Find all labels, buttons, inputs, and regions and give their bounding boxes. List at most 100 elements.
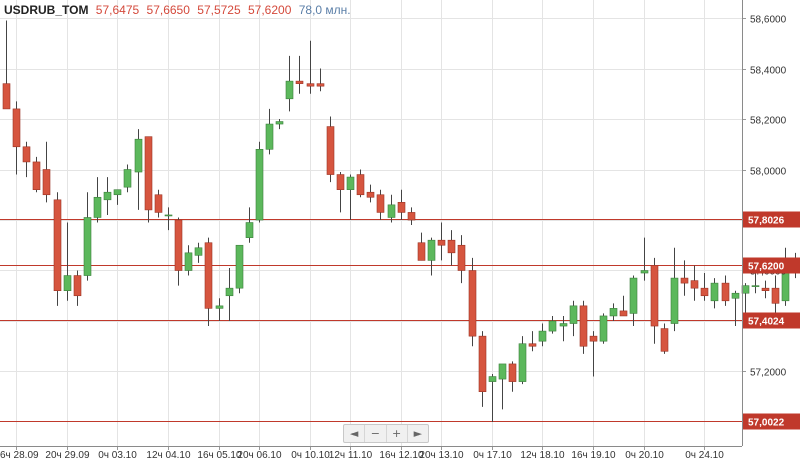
candle[interactable] xyxy=(63,222,72,301)
candle-body-up xyxy=(640,270,649,274)
candle[interactable] xyxy=(609,303,618,321)
candle[interactable] xyxy=(447,230,456,266)
y-tick-label: 58,6000 xyxy=(750,15,787,26)
candle[interactable] xyxy=(721,275,730,306)
candle[interactable] xyxy=(650,257,659,344)
candle[interactable] xyxy=(144,136,153,223)
candle[interactable] xyxy=(407,207,416,226)
candle[interactable] xyxy=(640,237,649,281)
candle[interactable] xyxy=(154,189,163,218)
candle-body-up xyxy=(164,214,173,217)
candle[interactable] xyxy=(32,156,41,193)
quote-header: USDRUB_TOM 57,6475 57,6650 57,5725 57,62… xyxy=(4,3,351,17)
candle[interactable] xyxy=(488,374,497,422)
candle[interactable] xyxy=(690,265,699,301)
candle[interactable] xyxy=(508,361,517,392)
candle-body-down xyxy=(478,335,487,392)
candle[interactable] xyxy=(235,244,244,294)
candle[interactable] xyxy=(2,20,11,110)
candle[interactable] xyxy=(356,169,365,198)
candle-body-down xyxy=(417,242,426,261)
candle[interactable] xyxy=(437,222,446,261)
candle[interactable] xyxy=(387,194,396,223)
candle[interactable] xyxy=(761,280,770,299)
candle[interactable] xyxy=(285,55,294,112)
candle[interactable] xyxy=(275,119,284,130)
candle[interactable] xyxy=(559,315,568,342)
candle[interactable] xyxy=(498,363,507,410)
candle-body-down xyxy=(700,287,709,297)
candle[interactable] xyxy=(670,247,679,332)
candle[interactable] xyxy=(468,257,477,347)
candle[interactable] xyxy=(366,184,375,203)
candle[interactable] xyxy=(245,207,254,243)
candle[interactable] xyxy=(346,174,355,220)
candle[interactable] xyxy=(295,55,304,94)
scroll-left-button[interactable]: ◄ xyxy=(344,425,366,442)
candle-body-up xyxy=(103,191,112,201)
candle[interactable] xyxy=(316,68,325,92)
candle[interactable] xyxy=(255,141,264,223)
candle[interactable] xyxy=(599,313,608,344)
candle[interactable] xyxy=(569,300,578,337)
candle[interactable] xyxy=(73,270,82,306)
candle[interactable] xyxy=(194,242,203,263)
y-tick-label: 58,4000 xyxy=(750,66,787,77)
candle[interactable] xyxy=(174,217,183,286)
candle[interactable] xyxy=(164,207,173,231)
candle[interactable] xyxy=(123,164,132,193)
candle[interactable] xyxy=(83,192,92,281)
candle[interactable] xyxy=(134,129,143,210)
candle[interactable] xyxy=(306,40,315,94)
candle[interactable] xyxy=(538,323,547,347)
candle[interactable] xyxy=(204,237,213,327)
candle[interactable] xyxy=(629,275,638,327)
candle[interactable] xyxy=(42,141,51,203)
zoom-in-button[interactable]: + xyxy=(387,425,408,442)
candle[interactable] xyxy=(397,189,406,220)
zoom-out-button[interactable]: − xyxy=(365,425,387,442)
candle[interactable] xyxy=(225,267,234,321)
candle[interactable] xyxy=(518,336,527,385)
candle[interactable] xyxy=(427,237,436,276)
candle[interactable] xyxy=(376,189,385,220)
candle[interactable] xyxy=(660,323,669,354)
candle[interactable] xyxy=(478,331,487,407)
volume-value: 78,0 млн. xyxy=(298,3,351,17)
candle-body-up xyxy=(235,244,244,289)
candle[interactable] xyxy=(417,232,426,261)
candle[interactable] xyxy=(619,295,628,317)
candle[interactable] xyxy=(53,192,62,306)
candle[interactable] xyxy=(22,141,31,178)
scroll-right-button[interactable]: ► xyxy=(413,427,423,440)
candle[interactable] xyxy=(579,300,588,354)
candle[interactable] xyxy=(731,290,740,327)
candle[interactable] xyxy=(457,235,466,284)
candle[interactable] xyxy=(710,278,719,309)
candle-body-down xyxy=(437,239,446,246)
candle[interactable] xyxy=(751,273,760,294)
candle[interactable] xyxy=(103,177,112,215)
candle[interactable] xyxy=(336,172,345,213)
candle[interactable] xyxy=(12,101,21,175)
candle[interactable] xyxy=(589,331,598,377)
candle[interactable] xyxy=(93,177,102,223)
candle[interactable] xyxy=(528,331,537,352)
candle[interactable] xyxy=(741,283,750,314)
candle-body-down xyxy=(589,335,598,342)
candle[interactable] xyxy=(215,298,224,321)
candle[interactable] xyxy=(700,273,709,301)
level-price-label: 57,4024 xyxy=(748,317,785,328)
candle-body-down xyxy=(376,194,385,213)
candle[interactable] xyxy=(326,116,335,183)
candle-body-down xyxy=(680,277,689,284)
candle-body-up xyxy=(63,275,72,291)
candle[interactable] xyxy=(265,108,274,155)
candle[interactable] xyxy=(184,245,193,276)
level-price-label: 57,0022 xyxy=(748,418,785,429)
candle-body-down xyxy=(316,83,325,87)
candle[interactable] xyxy=(548,315,557,334)
candle[interactable] xyxy=(680,260,689,296)
candle[interactable] xyxy=(113,189,122,205)
